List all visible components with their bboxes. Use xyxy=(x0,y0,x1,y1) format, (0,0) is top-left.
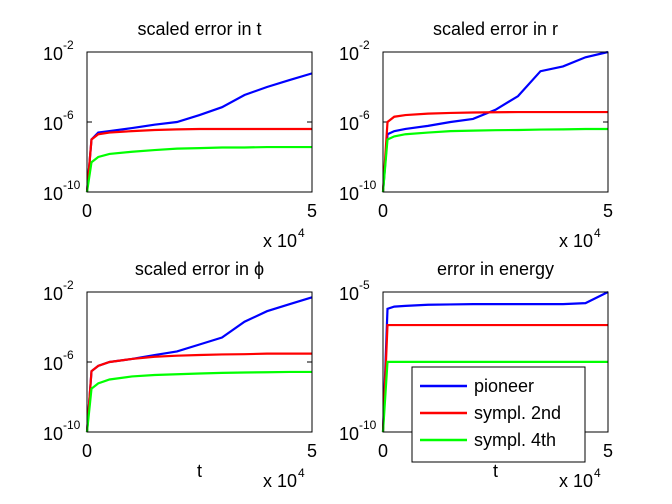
y-tick-exponent: -10 xyxy=(63,178,81,192)
y-tick-label: 10 xyxy=(43,114,63,134)
subplot-title: error in energy xyxy=(437,259,554,279)
y-tick-exponent: -6 xyxy=(63,348,74,362)
x-tick-label: 5 xyxy=(307,201,317,221)
y-tick-exponent: -2 xyxy=(63,278,74,292)
y-tick-label: 10 xyxy=(43,354,63,374)
series-line xyxy=(85,145,312,193)
y-tick-label: 10 xyxy=(43,424,63,444)
axes-box xyxy=(86,291,313,433)
y-tick-label: 10 xyxy=(339,424,359,444)
series-line xyxy=(85,72,313,193)
x-tick-label: 0 xyxy=(378,201,388,221)
y-tick-exponent: -2 xyxy=(63,38,74,52)
x-multiplier-exponent: 4 xyxy=(594,466,601,480)
plot-area xyxy=(87,292,312,432)
x-multiplier: x 10 xyxy=(263,471,297,491)
y-tick-exponent: -10 xyxy=(359,418,377,432)
y-tick-exponent: -10 xyxy=(63,418,81,432)
x-multiplier-exponent: 4 xyxy=(298,226,305,240)
series-line xyxy=(381,50,609,193)
x-multiplier: x 10 xyxy=(559,231,593,251)
series-line xyxy=(381,291,609,433)
series-line xyxy=(85,370,312,433)
legend-label: pioneer xyxy=(474,376,534,396)
series-line xyxy=(85,352,312,433)
axes-box xyxy=(86,51,313,193)
x-tick-label: 5 xyxy=(307,441,317,461)
subplot-title: scaled error in t xyxy=(137,19,261,39)
legend-label: sympl. 4th xyxy=(474,430,556,450)
subplot-title: scaled error in r xyxy=(433,19,558,39)
x-multiplier-exponent: 4 xyxy=(298,466,305,480)
axes-box xyxy=(382,51,609,193)
subplot-title: scaled error in ϕ xyxy=(135,259,264,279)
x-tick-label: 0 xyxy=(82,201,92,221)
y-tick-exponent: -10 xyxy=(359,178,377,192)
x-tick-label: 5 xyxy=(603,201,613,221)
legend-label: sympl. 2nd xyxy=(474,403,561,423)
series-line xyxy=(381,127,608,193)
y-tick-label: 10 xyxy=(43,184,63,204)
series-line xyxy=(85,127,312,193)
x-axis-label: t xyxy=(197,461,202,481)
x-tick-label: 0 xyxy=(82,441,92,461)
y-tick-label: 10 xyxy=(339,44,359,64)
x-multiplier-exponent: 4 xyxy=(594,226,601,240)
series-line xyxy=(381,323,608,433)
y-tick-exponent: -6 xyxy=(63,108,74,122)
x-tick-label: 0 xyxy=(378,441,388,461)
y-tick-label: 10 xyxy=(43,284,63,304)
y-tick-exponent: -5 xyxy=(359,278,370,292)
y-tick-label: 10 xyxy=(339,114,359,134)
x-tick-label: 5 xyxy=(603,441,613,461)
y-tick-label: 10 xyxy=(339,184,359,204)
x-multiplier: x 10 xyxy=(559,471,593,491)
plot-area xyxy=(383,52,608,192)
y-tick-label: 10 xyxy=(43,44,63,64)
x-axis-label: t xyxy=(493,461,498,481)
x-multiplier: x 10 xyxy=(263,231,297,251)
plot-area xyxy=(87,52,312,192)
series-line xyxy=(381,110,608,193)
legend-box xyxy=(411,366,586,463)
series-line xyxy=(381,360,608,433)
y-tick-exponent: -6 xyxy=(359,108,370,122)
y-tick-exponent: -2 xyxy=(359,38,370,52)
y-tick-label: 10 xyxy=(339,284,359,304)
